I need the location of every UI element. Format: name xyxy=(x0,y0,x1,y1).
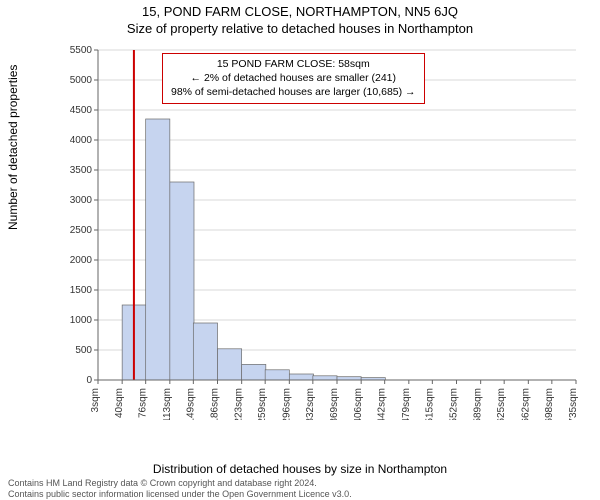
svg-text:113sqm: 113sqm xyxy=(162,388,173,420)
footer-line1: Contains HM Land Registry data © Crown c… xyxy=(8,478,352,489)
svg-text:589sqm: 589sqm xyxy=(473,388,484,420)
chart-container: { "address": "15, POND FARM CLOSE, NORTH… xyxy=(0,0,600,500)
chart-title: Size of property relative to detached ho… xyxy=(0,19,600,36)
footer-attribution: Contains HM Land Registry data © Crown c… xyxy=(8,478,352,500)
annotation-line2: ← 2% of detached houses are smaller (241… xyxy=(171,71,416,85)
annotation-line3: 98% of semi-detached houses are larger (… xyxy=(171,85,416,99)
svg-text:406sqm: 406sqm xyxy=(353,388,364,420)
svg-text:3000: 3000 xyxy=(70,195,92,206)
svg-text:552sqm: 552sqm xyxy=(449,388,460,420)
svg-text:369sqm: 369sqm xyxy=(329,388,340,420)
svg-text:698sqm: 698sqm xyxy=(544,388,555,420)
svg-text:4000: 4000 xyxy=(70,135,92,146)
svg-text:5000: 5000 xyxy=(70,75,92,86)
svg-text:259sqm: 259sqm xyxy=(257,388,268,420)
svg-text:515sqm: 515sqm xyxy=(424,388,435,420)
svg-text:3sqm: 3sqm xyxy=(90,388,101,412)
svg-text:3500: 3500 xyxy=(70,165,92,176)
svg-text:735sqm: 735sqm xyxy=(568,388,579,420)
address-line: 15, POND FARM CLOSE, NORTHAMPTON, NN5 6J… xyxy=(0,0,600,19)
annotation-line1: 15 POND FARM CLOSE: 58sqm xyxy=(171,57,416,71)
svg-text:223sqm: 223sqm xyxy=(234,388,245,420)
svg-text:1000: 1000 xyxy=(70,315,92,326)
svg-text:0: 0 xyxy=(86,375,92,386)
svg-text:662sqm: 662sqm xyxy=(520,388,531,420)
y-axis-label: Number of detached properties xyxy=(6,65,20,230)
svg-text:76sqm: 76sqm xyxy=(138,388,149,418)
chart-area: 0 500 1000 1500 2000 2500 3000 3500 4000 4500 5000… xyxy=(70,46,580,420)
svg-text:442sqm: 442sqm xyxy=(377,388,388,420)
svg-text:186sqm: 186sqm xyxy=(210,388,221,420)
svg-text:4500: 4500 xyxy=(70,105,92,116)
svg-text:500: 500 xyxy=(75,345,92,356)
svg-text:2500: 2500 xyxy=(70,225,92,236)
svg-text:5500: 5500 xyxy=(70,46,92,56)
footer-line2: Contains public sector information licen… xyxy=(8,489,352,500)
svg-text:2000: 2000 xyxy=(70,255,92,266)
svg-text:479sqm: 479sqm xyxy=(401,388,412,420)
annotation-box: 15 POND FARM CLOSE: 58sqm ← 2% of detach… xyxy=(162,53,425,104)
svg-text:40sqm: 40sqm xyxy=(114,388,125,418)
svg-text:149sqm: 149sqm xyxy=(185,388,196,420)
svg-text:1500: 1500 xyxy=(70,285,92,296)
svg-text:296sqm: 296sqm xyxy=(281,388,292,420)
x-axis-label: Distribution of detached houses by size … xyxy=(0,462,600,476)
svg-text:625sqm: 625sqm xyxy=(496,388,507,420)
svg-text:332sqm: 332sqm xyxy=(305,388,316,420)
